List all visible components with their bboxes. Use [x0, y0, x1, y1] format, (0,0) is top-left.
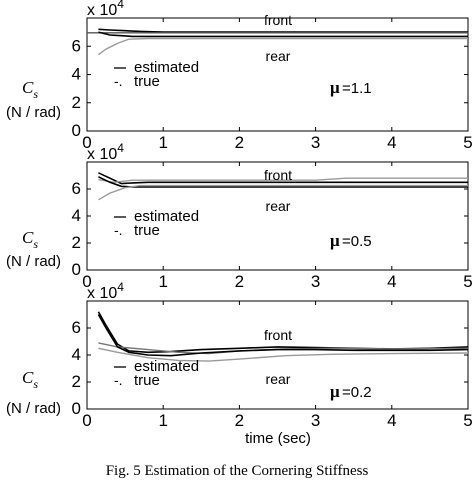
chart-panel-1: 0 1 2 3 4 5 0 2 4 6 x 104 Cs (N / rad) front rear estim…: [6, 0, 473, 152]
x-tick-label: 2: [235, 272, 244, 291]
front-label: front: [264, 12, 292, 28]
x-tick-label: 0: [82, 411, 91, 430]
x-axis-label: time (sec): [245, 430, 311, 447]
chart-panel-2: 0 1 2 3 4 5 0 2 4 6 x 104 Cs (N / rad) front rear estim…: [6, 141, 473, 291]
mu-value: =0.2: [342, 384, 372, 401]
axis-multiplier-exponent: 4: [117, 280, 124, 294]
x-tick-label: 3: [311, 411, 320, 430]
legend-label: estimated: [134, 358, 199, 375]
y-tick-label: 6: [72, 36, 81, 55]
y-tick-label: 4: [72, 65, 81, 84]
y-tick-label: 6: [72, 179, 81, 198]
figure-caption: Fig. 5 Estimation of the Cornering Stiff…: [105, 463, 369, 479]
x-tick-label: 1: [158, 272, 167, 291]
y-tick-label: 4: [72, 345, 81, 364]
x-tick-label: 4: [387, 133, 396, 152]
legend-label: true: [134, 372, 160, 389]
y-axis-label-subscript: s: [33, 87, 38, 101]
front-label: front: [264, 167, 292, 183]
x-tick-label: 3: [311, 133, 320, 152]
x-tick-label: 5: [463, 133, 472, 152]
rear-label: rear: [266, 198, 291, 214]
mu-symbol: μ: [330, 382, 340, 401]
legend-label: true: [134, 73, 160, 90]
series-line-rear-true: [98, 347, 469, 362]
y-tick-label: 0: [72, 121, 81, 140]
y-axis-label-subscript: s: [33, 377, 38, 391]
legend-label: estimated: [134, 208, 199, 225]
series-line-rear-estimated: [97, 314, 469, 357]
y-axis-label: Cs: [22, 368, 38, 391]
y-tick-label: 2: [72, 93, 81, 112]
x-tick-label: 4: [387, 411, 396, 430]
y-tick-label: 0: [72, 260, 81, 279]
y-tick-label: 2: [72, 372, 81, 391]
x-tick-label: 1: [158, 411, 167, 430]
mu-symbol: μ: [330, 231, 340, 250]
legend-swatch-true: -.: [114, 222, 123, 238]
series-line-rear-true: [98, 184, 468, 201]
y-tick-label: 0: [72, 399, 81, 418]
x-tick-label: 5: [463, 272, 472, 291]
series-line-rear-estimated: [98, 176, 468, 188]
front-label: front: [264, 327, 292, 343]
series-line-front-true: [98, 177, 468, 184]
x-tick-label: 2: [235, 411, 244, 430]
series-line-front-estimated: [98, 28, 468, 33]
x-tick-label: 1: [158, 133, 167, 152]
y-axis-unit: (N / rad): [6, 253, 61, 270]
legend-swatch-true: -.: [114, 372, 123, 388]
y-axis-unit: (N / rad): [6, 104, 61, 121]
axis-multiplier-exponent: 4: [117, 141, 124, 155]
y-axis-label: Cs: [22, 228, 38, 251]
mu-value: =0.5: [342, 233, 372, 250]
y-tick-label: 4: [72, 206, 81, 225]
axis-multiplier-exponent: 4: [117, 0, 124, 11]
x-tick-label: 4: [387, 272, 396, 291]
legend-swatch-true: -.: [114, 73, 123, 89]
y-tick-label: 6: [72, 318, 81, 337]
rear-label: rear: [266, 48, 291, 64]
axis-multiplier: x 104: [87, 141, 124, 163]
series-line-rear-estimated: [98, 31, 468, 38]
x-tick-label: 3: [311, 272, 320, 291]
x-tick-label: 5: [463, 411, 472, 430]
legend-label: true: [134, 222, 160, 239]
y-axis-unit: (N / rad): [6, 400, 61, 417]
x-tick-label: 0: [82, 133, 91, 152]
rear-label: rear: [266, 371, 291, 387]
y-axis-label-subscript: s: [33, 237, 38, 251]
series-line-rear-true: [97, 37, 468, 56]
legend-label: estimated: [134, 59, 199, 76]
chart-panel-3: 0 1 2 3 4 5 0 2 4 6 x 104 Cs (N / rad) front rear estim…: [6, 280, 473, 447]
series-line-front-estimated: [98, 172, 468, 185]
mu-value: =1.1: [342, 80, 372, 97]
axis-multiplier: x 104: [87, 280, 124, 302]
axis-multiplier: x 104: [87, 0, 124, 19]
x-tick-label: 2: [235, 133, 244, 152]
y-tick-label: 2: [72, 233, 81, 252]
x-tick-label: 0: [82, 272, 91, 291]
y-axis-label: Cs: [22, 78, 38, 101]
mu-symbol: μ: [330, 78, 340, 97]
